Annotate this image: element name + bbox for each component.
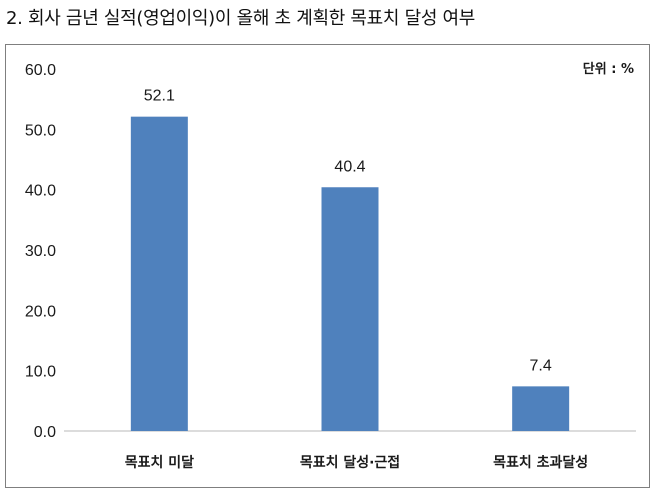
category-label: 목표치 미달 xyxy=(125,455,194,471)
y-tick-label: 60.0 xyxy=(25,62,56,79)
y-tick-label: 0.0 xyxy=(34,424,56,441)
data-label: 7.4 xyxy=(530,357,552,374)
y-tick-label: 20.0 xyxy=(25,303,56,320)
chart-heading: 2. 회사 금년 실적(영업이익)이 올해 초 계획한 목표치 달성 여부 xyxy=(6,8,476,29)
y-tick-label: 50.0 xyxy=(25,122,56,139)
bars-group xyxy=(130,116,570,431)
bar-chart: 단위 : % 0.0 10.0 20.0 30.0 40.0 50.0 60.0 52.1 4… xyxy=(25,61,636,471)
category-label: 목표치 달성·근접 xyxy=(300,455,400,471)
unit-label: 단위 : % xyxy=(583,61,634,77)
y-tick-label: 30.0 xyxy=(25,243,56,260)
data-labels-group: 52.1 40.4 7.4 xyxy=(144,88,552,375)
bar xyxy=(321,187,379,431)
y-tick-label: 10.0 xyxy=(25,364,56,381)
data-label: 40.4 xyxy=(334,158,365,175)
category-label: 목표치 초과달성 xyxy=(493,455,588,471)
y-tick-label: 40.0 xyxy=(25,183,56,200)
y-axis: 0.0 10.0 20.0 30.0 40.0 50.0 60.0 xyxy=(25,62,56,441)
data-label: 52.1 xyxy=(144,88,175,105)
bar xyxy=(130,116,188,431)
category-labels-group: 목표치 미달 목표치 달성·근접 목표치 초과달성 xyxy=(125,455,588,471)
bar xyxy=(512,386,570,431)
chart-frame: 단위 : % 0.0 10.0 20.0 30.0 40.0 50.0 60.0 52.1 4… xyxy=(5,44,650,488)
